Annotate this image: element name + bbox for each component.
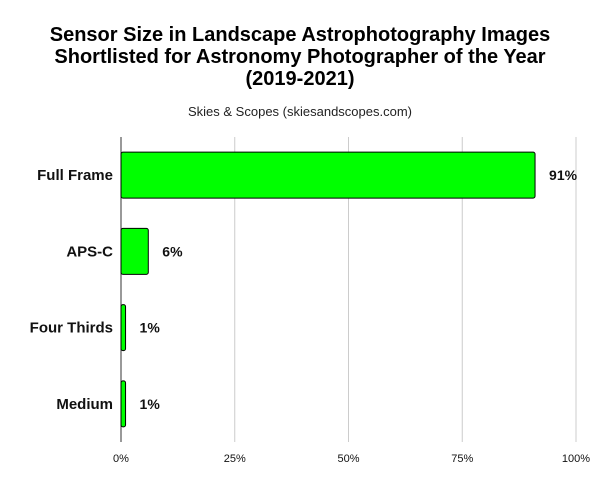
value-label-medium: 1%: [140, 396, 161, 412]
value-labels: 91% 6% 1% 1%: [140, 167, 578, 412]
value-label-full-frame: 91%: [549, 167, 578, 183]
x-tick-label-75: 75%: [451, 453, 473, 465]
chart-subtitle: Skies & Scopes (skiesandscopes.com): [188, 104, 412, 119]
category-labels: Full Frame APS-C Four Thirds Medium: [30, 167, 113, 413]
bar-aps-c: [120, 227, 149, 275]
chart-title: Sensor Size in Landscape Astrophotograph…: [0, 24, 600, 90]
bar-full-frame: [120, 151, 536, 199]
category-label-four-thirds: Four Thirds: [30, 320, 113, 337]
value-label-aps-c: 6%: [162, 243, 183, 259]
x-tick-label-100: 100%: [562, 453, 590, 465]
bars: [120, 151, 536, 428]
chart-title-line-1: Sensor Size in Landscape Astrophotograph…: [49, 24, 551, 46]
category-label-aps-c: APS-C: [66, 243, 113, 260]
chart-title-line-2: Shortlisted for Astronomy Photographer o…: [54, 46, 546, 68]
x-tick-label-0: 0%: [113, 453, 129, 465]
x-tick-label-25: 25%: [224, 453, 246, 465]
value-label-four-thirds: 1%: [140, 320, 161, 336]
category-label-full-frame: Full Frame: [37, 167, 113, 184]
bar-four-thirds: [120, 304, 127, 352]
bar-medium: [120, 380, 127, 428]
x-axis-ticks: 0% 25% 50% 75% 100%: [113, 453, 590, 465]
category-label-medium: Medium: [56, 396, 113, 413]
chart-title-line-3: (2019-2021): [245, 68, 355, 90]
x-tick-label-50: 50%: [337, 453, 359, 465]
